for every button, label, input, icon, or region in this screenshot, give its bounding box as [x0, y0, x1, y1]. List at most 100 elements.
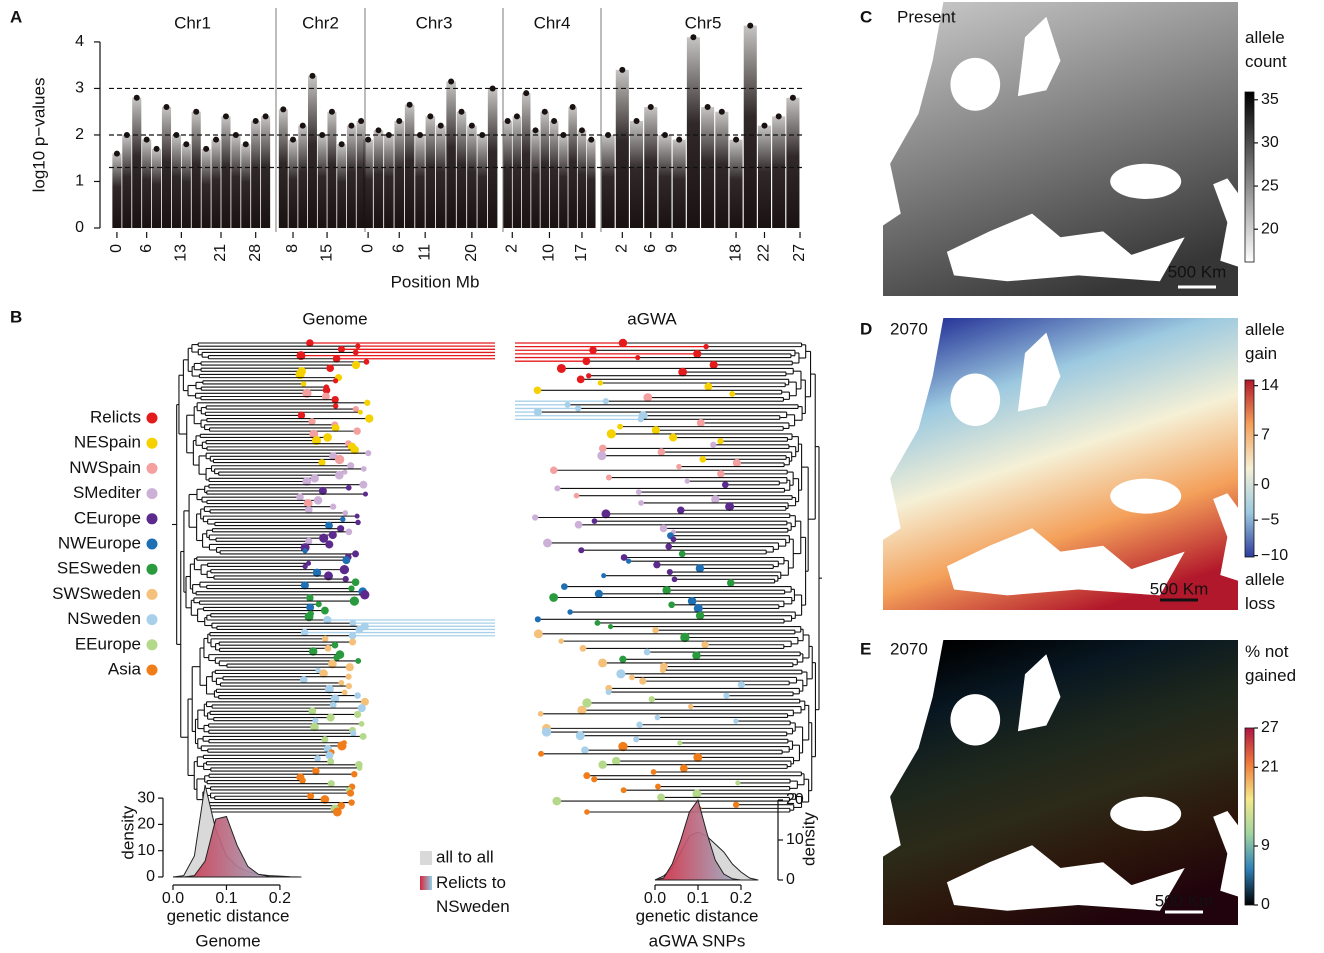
tree-tip — [312, 767, 320, 775]
tree-tip — [591, 518, 598, 524]
tree-tip — [350, 730, 357, 737]
tree-tip — [577, 705, 587, 715]
snp-column — [549, 121, 559, 228]
tree-tip — [355, 657, 362, 664]
snp-peak — [222, 113, 229, 120]
y-tick-label: 20 — [137, 816, 155, 833]
tree-tip — [349, 596, 360, 606]
y-tick-label: 2 — [75, 126, 84, 143]
tree-tip — [347, 462, 355, 470]
map-sea — [1017, 332, 1061, 412]
snp-peak — [338, 141, 345, 148]
tree-tip — [735, 780, 741, 786]
tree-tip — [723, 692, 730, 699]
snp-peak — [523, 90, 530, 97]
tree-tip — [323, 433, 332, 442]
tree-tip — [331, 641, 339, 649]
colorbar-tick-label: 0 — [1261, 896, 1270, 913]
tree-tip — [364, 399, 371, 406]
snp-column — [568, 107, 577, 228]
snp-column — [122, 134, 132, 228]
tree-tip — [333, 654, 341, 662]
tree-tip — [652, 626, 659, 634]
tree-title: aGWA — [627, 309, 677, 328]
snp-column — [298, 125, 308, 228]
tree-tip — [618, 338, 628, 348]
tree-tip — [538, 750, 545, 757]
snp-peak — [193, 108, 200, 115]
tree-tip — [605, 689, 612, 695]
tree-tip — [589, 346, 597, 355]
snp-column — [221, 116, 231, 228]
tree-tip — [359, 732, 367, 740]
tree-tip — [679, 764, 688, 773]
snp-peak — [133, 94, 140, 101]
tree-tip — [337, 801, 346, 810]
tree-tip — [635, 489, 642, 495]
tree-tip — [598, 658, 608, 668]
y-axis-label: density — [118, 805, 137, 859]
snp-peak — [299, 122, 306, 129]
tree-tip — [342, 510, 349, 516]
tree-tip — [312, 568, 322, 577]
snp-column — [346, 125, 356, 228]
snp-column — [171, 134, 181, 228]
panel-letter: B — [10, 307, 22, 326]
tree-tip — [302, 548, 308, 554]
x-tick-label: 0.2 — [730, 890, 752, 907]
snp-column — [288, 139, 298, 228]
tree-tip — [678, 367, 687, 377]
snp-peak — [319, 131, 326, 138]
tree-tip — [643, 648, 651, 656]
tree — [172, 339, 495, 817]
tree-tip — [302, 477, 312, 486]
map-sea — [1110, 163, 1182, 199]
tree-tip — [678, 550, 686, 558]
tree-tip — [363, 359, 370, 365]
legend-swatch — [420, 876, 432, 890]
legend-swatch — [146, 563, 158, 575]
tree-tip — [348, 799, 355, 806]
snp-peak — [569, 104, 576, 111]
snp-peak — [541, 108, 548, 115]
snp-column — [531, 130, 540, 228]
legend-label: NWSpain — [69, 458, 141, 477]
tree-tip — [693, 349, 702, 358]
legend-label: NESpain — [74, 433, 141, 452]
snp-column — [672, 139, 686, 228]
snp-peak — [427, 113, 434, 120]
tree-tip — [351, 360, 361, 370]
snp-peak — [280, 106, 287, 113]
tree-tip — [299, 777, 306, 784]
snp-column — [630, 121, 644, 228]
tree-tip — [331, 395, 339, 404]
legend-label: Asia — [108, 659, 142, 678]
tree-tip — [296, 493, 304, 502]
tree-tip — [305, 537, 313, 545]
tree-tip — [329, 701, 337, 709]
tree-tip — [654, 714, 661, 721]
x-axis-label: Position Mb — [391, 272, 480, 291]
tree-tip — [717, 470, 725, 478]
colorbar — [1244, 379, 1255, 558]
tree-tip — [345, 484, 352, 491]
y-tick-label: 3 — [75, 80, 84, 97]
snp-column — [384, 134, 394, 228]
tree-tip — [659, 667, 666, 674]
tree-tip — [327, 780, 335, 788]
tree-tip — [308, 647, 318, 656]
map-sea — [1110, 478, 1182, 514]
tree-tip — [300, 581, 309, 590]
x-tick-label: 2 — [614, 244, 631, 253]
tree-tip — [576, 375, 585, 384]
map-sea — [950, 694, 1001, 746]
tree-tip — [327, 659, 337, 669]
snp-column — [142, 139, 152, 228]
x-tick-label: 15 — [318, 244, 335, 262]
snp-column — [373, 130, 384, 228]
snp-peak — [416, 131, 423, 138]
tree-tip — [359, 480, 368, 489]
tree-tip — [567, 609, 573, 615]
snp-column — [446, 81, 456, 228]
tree-tip — [684, 478, 690, 484]
